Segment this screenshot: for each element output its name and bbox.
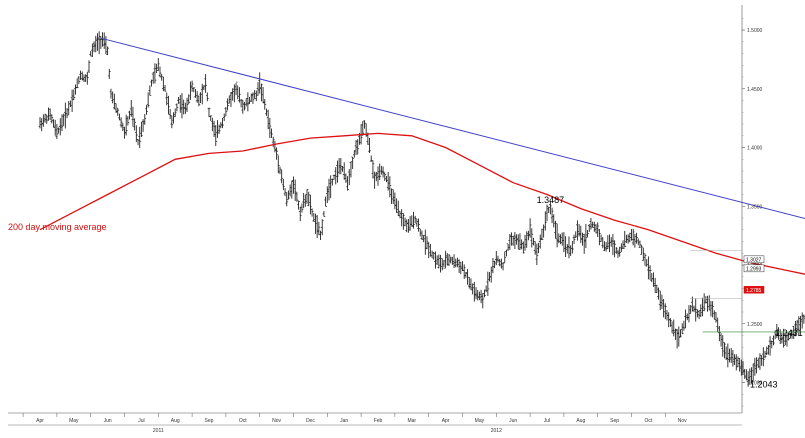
price-tag-box — [743, 264, 765, 273]
x-tick-label: Aug — [171, 418, 180, 424]
series-layer — [38, 31, 805, 387]
price-annotation: 1.2043 — [750, 379, 778, 389]
x-tick-label: Oct — [645, 418, 653, 424]
price-tag-label: 1.3027 — [746, 258, 762, 264]
price-annotation: 1.3487 — [537, 195, 565, 205]
price-annotation: 1.2431 — [775, 328, 803, 338]
x-tick-label: May — [475, 418, 485, 424]
price-tag-label: 1.2785 — [746, 288, 762, 294]
x-tick-label: Apr — [36, 418, 44, 424]
x-tick-label: Mar — [407, 418, 416, 424]
x-tick-label: Nov — [272, 418, 281, 424]
moving-average-label: 200 day moving average — [8, 222, 107, 232]
x-tick-label: Sep — [205, 418, 214, 424]
x-tick-label: Sep — [610, 418, 619, 424]
x-tick-label: Nov — [678, 418, 687, 424]
y-tick-label: 1.2500 — [747, 322, 763, 328]
year-label: 2011 — [153, 428, 164, 434]
x-tick-label: May — [69, 418, 79, 424]
year-label: 2012 — [491, 428, 502, 434]
y-tick-label: 1.3500 — [747, 204, 763, 210]
axes-layer: 1.50001.45001.40001.35001.30001.25001.20… — [8, 5, 763, 434]
x-tick-label: Oct — [239, 418, 247, 424]
x-tick-label: Dec — [306, 418, 315, 424]
x-tick-label: Apr — [442, 418, 450, 424]
price-bars — [38, 31, 805, 387]
x-tick-label: Jun — [104, 418, 112, 424]
y-tick-label: 1.4500 — [747, 87, 763, 93]
trendline — [100, 37, 805, 220]
y-tick-label: 1.5000 — [747, 28, 763, 34]
x-tick-label: Aug — [576, 418, 585, 424]
price-tag-box — [743, 286, 765, 294]
x-tick-label: Jul — [544, 418, 550, 424]
annotation-layer: 1.34871.31721.30231.26621.24311.20431.30… — [537, 195, 803, 390]
moving-average-line — [39, 132, 805, 275]
y-tick-label: 1.4000 — [747, 146, 763, 152]
y-tick-label: 1.2000 — [747, 381, 763, 387]
x-tick-label: Jan — [340, 418, 348, 424]
x-tick-label: Jun — [509, 418, 517, 424]
price-tag-box — [743, 255, 765, 264]
x-tick-label: Feb — [374, 418, 383, 424]
x-tick-label: Jul — [138, 418, 144, 424]
price-tag-label: 1.2993 — [746, 267, 762, 273]
